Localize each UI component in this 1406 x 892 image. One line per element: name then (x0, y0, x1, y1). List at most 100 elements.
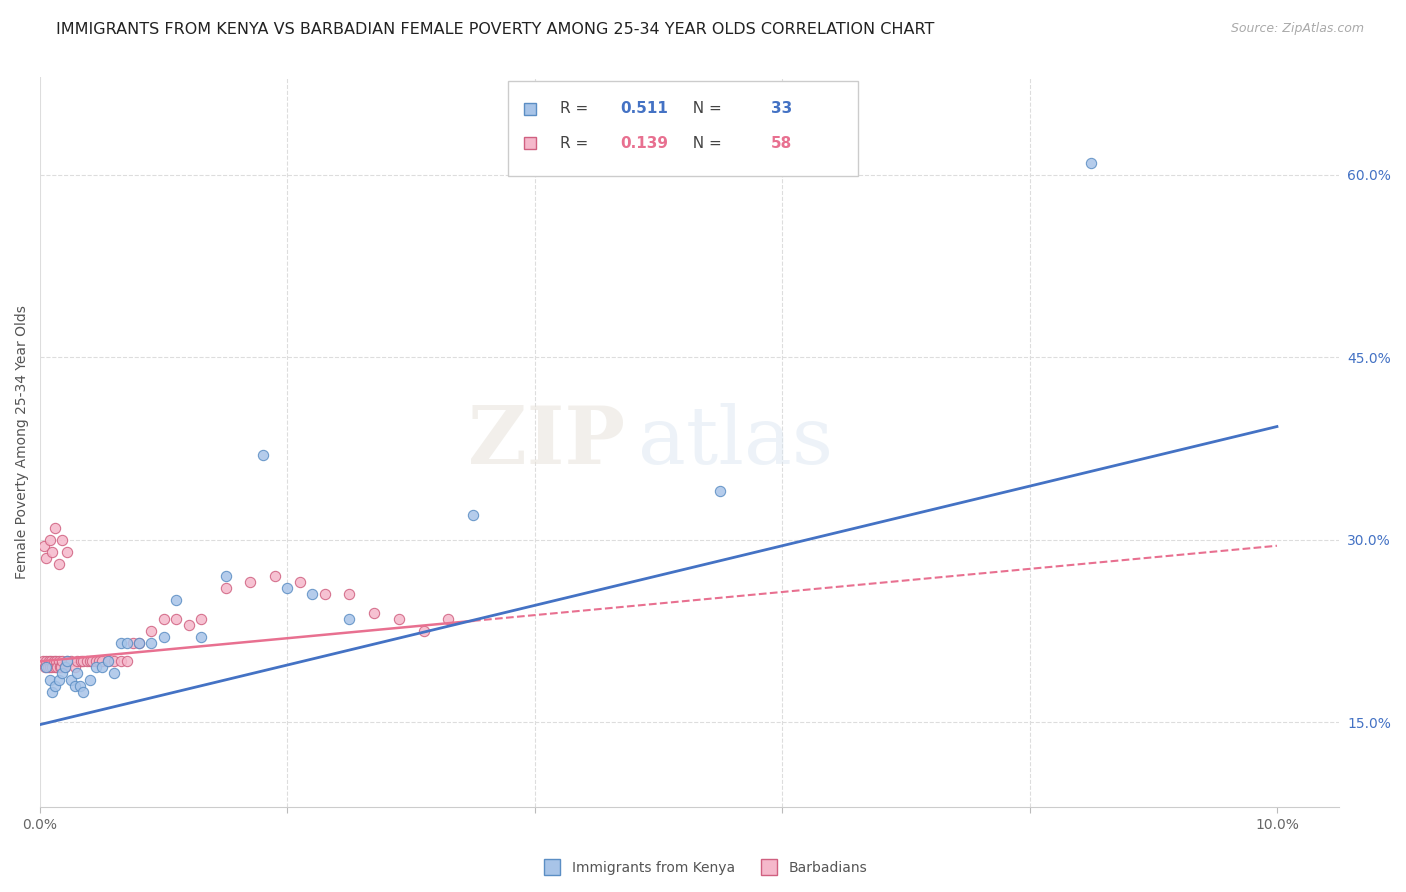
Point (44, 679, 66, 693)
Point (141, 636, 163, 650)
Point (51, 533, 73, 547)
Point (115, 636, 138, 650)
Point (128, 636, 150, 650)
Point (97, 654, 120, 668)
Point (35, 550, 58, 565)
Point (51, 654, 73, 668)
Point (39, 673, 62, 687)
Text: 0.139: 0.139 (620, 136, 669, 151)
Point (79, 673, 101, 687)
Point (51, 666, 73, 681)
Point (165, 593, 187, 607)
Point (39, 660, 62, 674)
Point (91, 654, 114, 668)
Point (122, 636, 145, 650)
Point (190, 612, 212, 626)
Point (66, 654, 89, 668)
Text: 33: 33 (772, 102, 793, 116)
Point (165, 612, 187, 626)
Point (48, 654, 70, 668)
Point (91, 660, 114, 674)
Point (252, 448, 274, 462)
Point (69, 679, 91, 693)
Point (103, 654, 125, 668)
Point (190, 630, 212, 644)
Point (1080, 155, 1102, 169)
Point (177, 617, 200, 632)
Point (337, 612, 360, 626)
Point (84, 660, 107, 674)
Point (363, 606, 385, 620)
Point (76, 654, 98, 668)
Point (103, 666, 125, 681)
Point (42, 654, 65, 668)
Point (66, 666, 89, 681)
Point (110, 654, 132, 668)
Text: N =: N = (683, 102, 727, 116)
Point (264, 569, 287, 583)
Point (53, 660, 76, 674)
Point (45, 654, 67, 668)
Point (56, 654, 79, 668)
Point (89, 654, 111, 668)
Point (388, 612, 411, 626)
Text: IMMIGRANTS FROM KENYA VS BARBADIAN FEMALE POVERTY AMONG 25-34 YEAR OLDS CORRELAT: IMMIGRANTS FROM KENYA VS BARBADIAN FEMAL… (56, 22, 935, 37)
Point (35, 654, 58, 668)
Point (44, 520, 66, 534)
Point (60, 673, 83, 687)
Point (412, 624, 434, 638)
Point (276, 582, 298, 596)
Point (39, 533, 62, 547)
Point (37, 660, 59, 674)
Point (128, 636, 150, 650)
Point (44, 660, 66, 674)
Point (110, 636, 132, 650)
Y-axis label: Female Poverty Among 25-34 Year Olds: Female Poverty Among 25-34 Year Olds (15, 305, 30, 579)
Point (152, 612, 174, 626)
FancyBboxPatch shape (508, 81, 858, 176)
Point (32, 539, 55, 553)
Point (437, 612, 460, 626)
Point (49, 660, 72, 674)
Point (301, 587, 323, 601)
Point (97, 654, 120, 668)
Point (31, 654, 53, 668)
Point (152, 630, 174, 644)
Point (53, 660, 76, 674)
Point (39, 654, 62, 668)
Point (239, 575, 262, 590)
Point (337, 587, 360, 601)
Point (60, 654, 83, 668)
Point (709, 483, 731, 498)
Point (214, 582, 236, 596)
Point (70, 654, 93, 668)
Text: 0.511: 0.511 (620, 102, 668, 116)
Point (56, 545, 79, 559)
Point (63, 660, 86, 674)
Legend: Immigrants from Kenya, Barbadians: Immigrants from Kenya, Barbadians (533, 855, 873, 880)
Point (214, 569, 236, 583)
Text: R =: R = (560, 136, 593, 151)
Point (41, 684, 63, 698)
Point (115, 654, 138, 668)
Point (79, 654, 101, 668)
Point (56, 654, 79, 668)
Point (72, 684, 94, 698)
Point (38, 654, 60, 668)
Text: 58: 58 (772, 136, 793, 151)
Point (461, 508, 484, 523)
Text: Source: ZipAtlas.com: Source: ZipAtlas.com (1230, 22, 1364, 36)
Text: atlas: atlas (637, 403, 832, 482)
Point (84, 654, 107, 668)
Point (288, 575, 311, 590)
Point (80, 654, 103, 668)
Point (41, 545, 63, 559)
Point (49, 660, 72, 674)
Point (41, 660, 63, 674)
Point (314, 587, 336, 601)
Point (63, 679, 86, 693)
Text: ZIP: ZIP (468, 403, 624, 482)
Text: R =: R = (560, 102, 593, 116)
Point (72, 654, 94, 668)
Text: N =: N = (683, 136, 727, 151)
